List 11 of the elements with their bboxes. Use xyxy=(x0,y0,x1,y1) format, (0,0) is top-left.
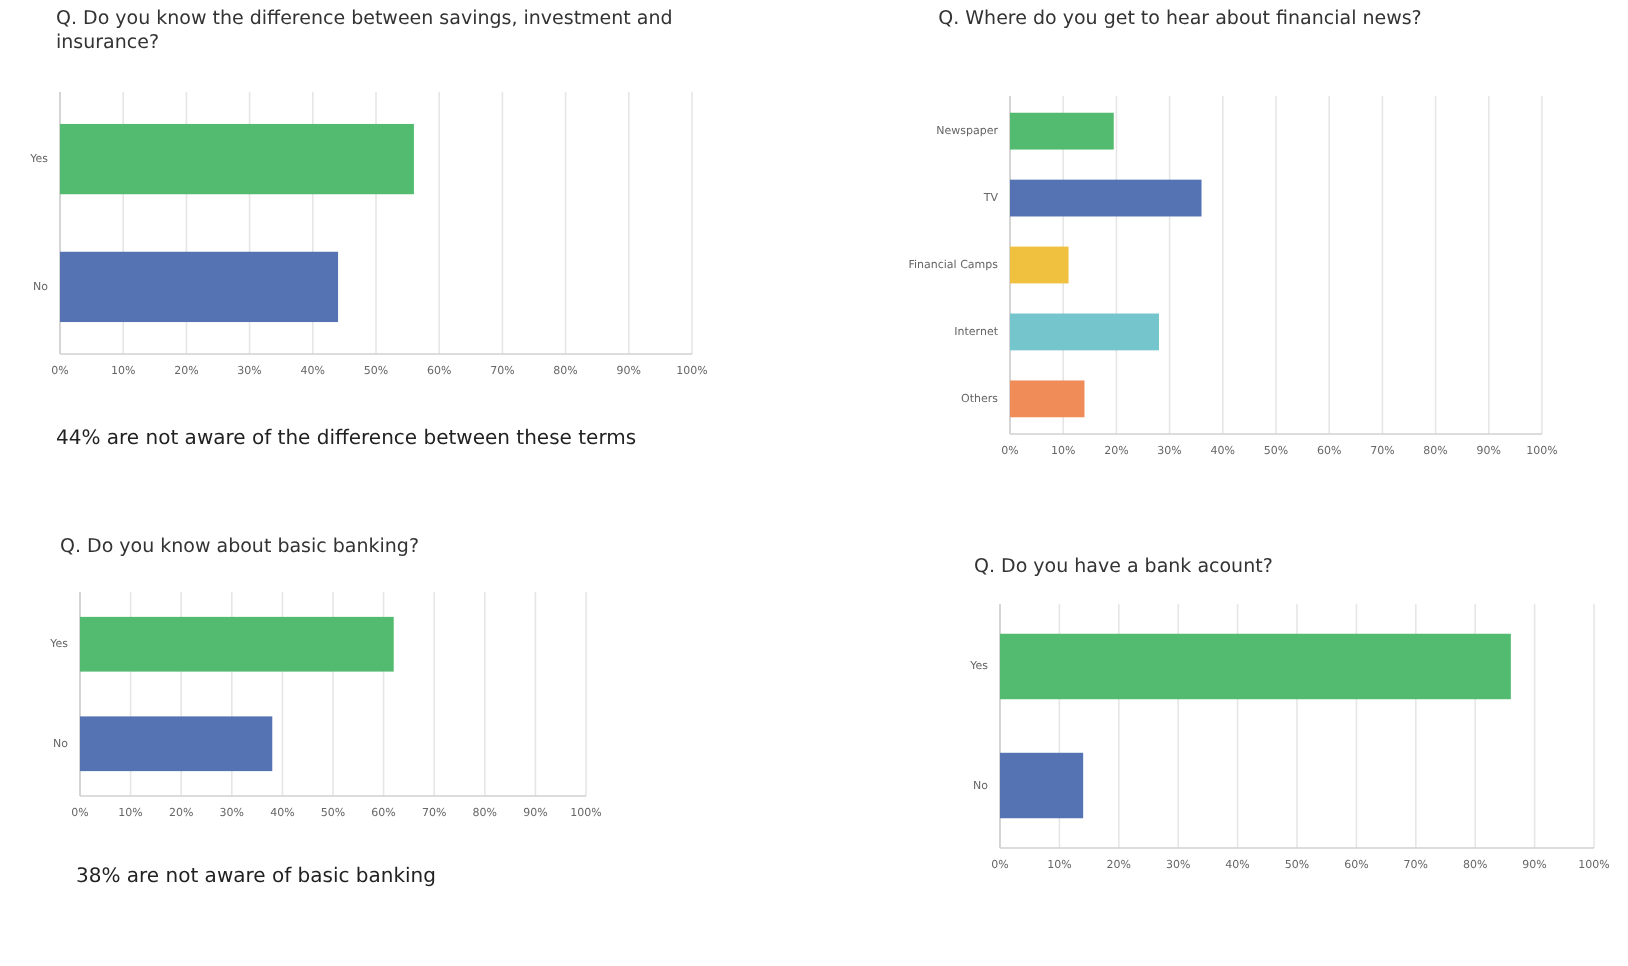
chart-title: Q. Do you know about basic banking? xyxy=(60,536,419,558)
bar xyxy=(1010,380,1085,418)
chart-title: Q. Do you know the difference between savings, investment and insurance? xyxy=(56,8,673,54)
bar xyxy=(1010,112,1114,150)
text: 38% are not aware of basic banking xyxy=(76,866,436,888)
chart-title: Q. Do you have a bank acount? xyxy=(974,556,1273,578)
bar xyxy=(1010,246,1069,284)
bar xyxy=(1010,179,1202,217)
chart-title: Q. Where do you get to hear about financial news? xyxy=(938,8,1422,30)
bar xyxy=(1010,313,1159,351)
text: 44% are not aware of the difference between these terms xyxy=(56,428,637,450)
